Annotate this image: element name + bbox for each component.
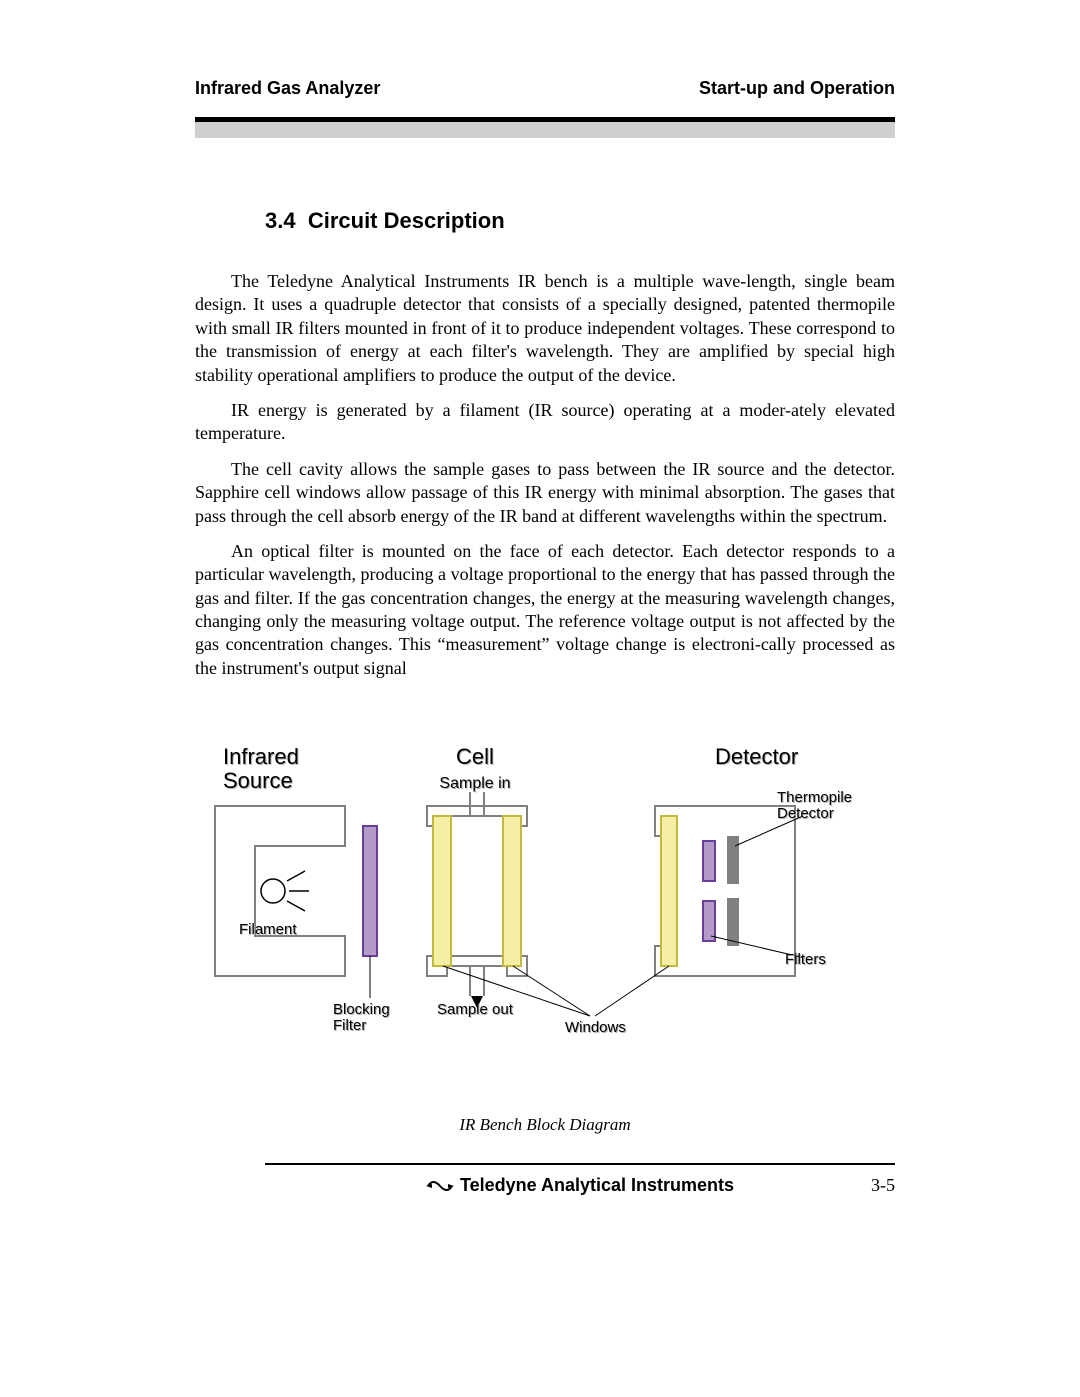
ir-bench-diagram-svg: InfraredInfraredSourceSourceCellCellDete… (195, 736, 895, 1056)
section-number: 3.4 (265, 208, 296, 233)
svg-text:Sample in: Sample in (439, 775, 510, 792)
svg-text:Filament: Filament (239, 921, 297, 938)
figure-block-diagram: InfraredInfraredSourceSourceCellCellDete… (195, 736, 895, 1135)
svg-text:Source: Source (223, 768, 293, 793)
footer-brand: Teledyne Analytical Instruments (460, 1175, 734, 1196)
section-title-text: Circuit Description (308, 208, 505, 233)
paragraph: The cell cavity allows the sample gases … (195, 458, 895, 528)
svg-text:Detector: Detector (777, 805, 834, 822)
svg-text:Windows: Windows (565, 1019, 626, 1036)
paragraph: The Teledyne Analytical Instruments IR b… (195, 270, 895, 387)
paragraph: An optical filter is mounted on the face… (195, 540, 895, 680)
header-left: Infrared Gas Analyzer (195, 78, 380, 99)
svg-text:Blocking: Blocking (333, 1001, 390, 1018)
svg-text:Sample out: Sample out (437, 1001, 514, 1018)
header-right: Start-up and Operation (699, 78, 895, 99)
svg-text:Filter: Filter (333, 1017, 366, 1034)
teledyne-logo-icon (426, 1178, 454, 1194)
svg-text:Infrared: Infrared (223, 744, 299, 769)
header-rule-light (195, 122, 895, 138)
footer-page-number: 3-5 (871, 1175, 895, 1196)
section-title: 3.4 Circuit Description (265, 208, 895, 234)
svg-text:Thermopile: Thermopile (777, 789, 852, 806)
figure-caption: IR Bench Block Diagram (195, 1115, 895, 1135)
svg-text:Detector: Detector (715, 744, 798, 769)
paragraph: IR energy is generated by a filament (IR… (195, 399, 895, 446)
svg-text:Cell: Cell (456, 744, 494, 769)
svg-text:Filters: Filters (785, 951, 826, 968)
